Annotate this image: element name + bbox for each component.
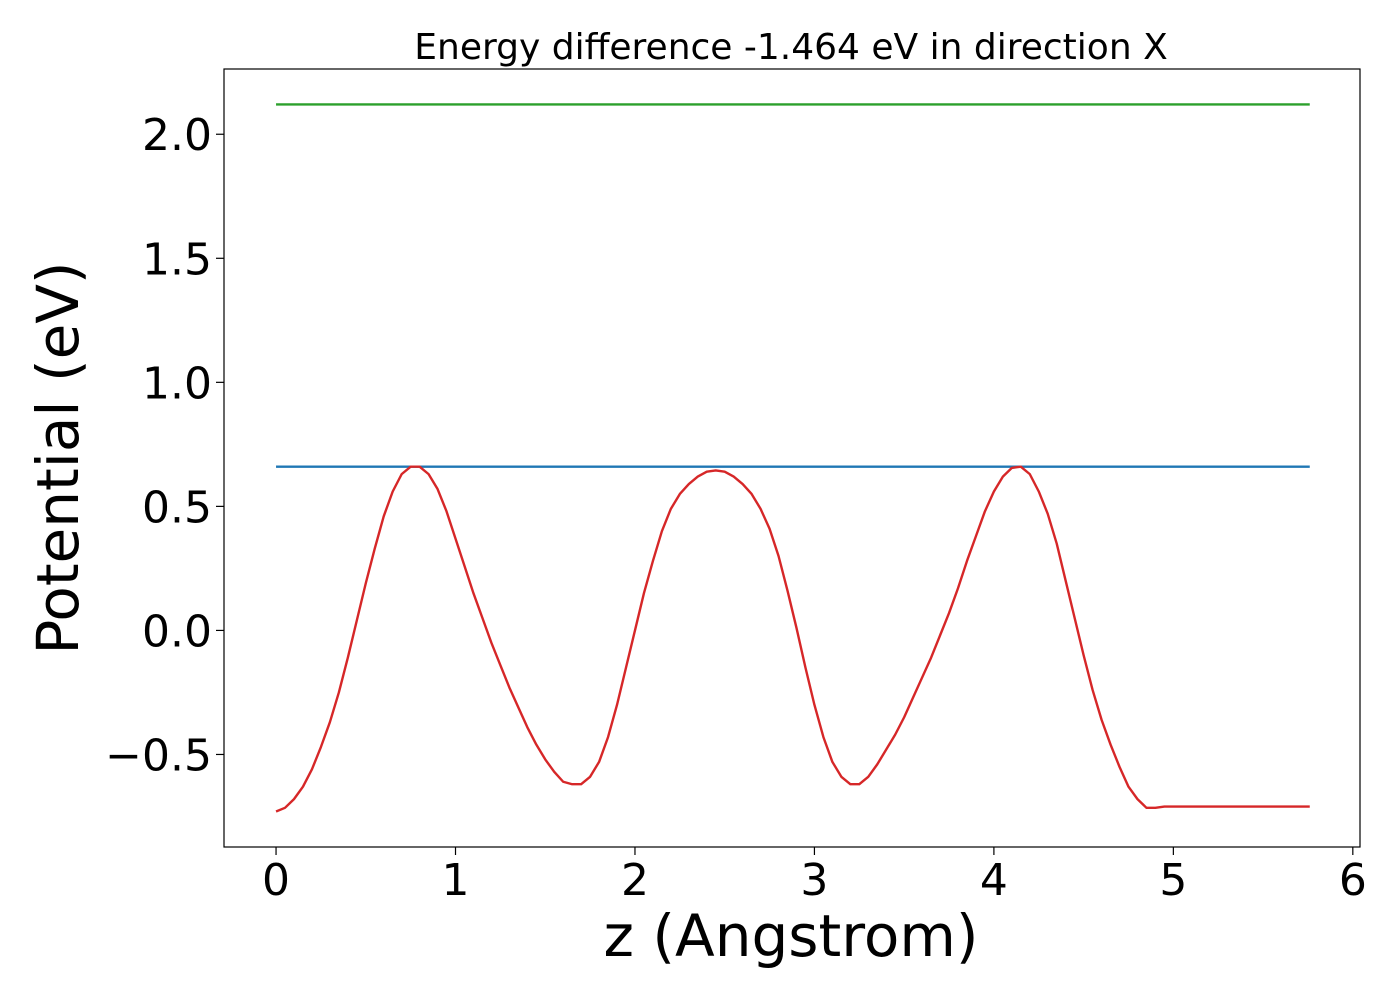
plot-frame: [223, 68, 1361, 848]
x-tick-label: 6: [1339, 855, 1367, 906]
x-tick-label: 0: [262, 855, 290, 906]
x-tick-label: 2: [621, 855, 649, 906]
y-tick-label: −0.5: [105, 730, 212, 781]
y-tick-label: 1.0: [142, 358, 212, 409]
x-axis-ticks: 0 1 2 3 4 5 6: [262, 847, 1367, 906]
x-tick-label: 3: [800, 855, 828, 906]
series-line-2: [275, 465, 1310, 813]
y-tick-label: 2.0: [142, 110, 212, 161]
y-axis-ticks: −0.5 0.0 0.5 1.0 1.5 2.0: [105, 110, 224, 781]
x-axis-label: z (Angstrom): [604, 902, 979, 970]
y-axis-label: Potential (eV): [24, 261, 92, 654]
x-tick-label: 5: [1159, 855, 1187, 906]
chart-title: Energy difference -1.464 eV in direction…: [414, 27, 1168, 68]
x-tick-label: 4: [980, 855, 1008, 906]
y-tick-label: 1.5: [142, 234, 212, 285]
y-tick-label: 0.0: [142, 606, 212, 657]
series-layer: [275, 103, 1310, 813]
x-tick-label: 1: [442, 855, 470, 906]
y-tick-label: 0.5: [142, 482, 212, 533]
